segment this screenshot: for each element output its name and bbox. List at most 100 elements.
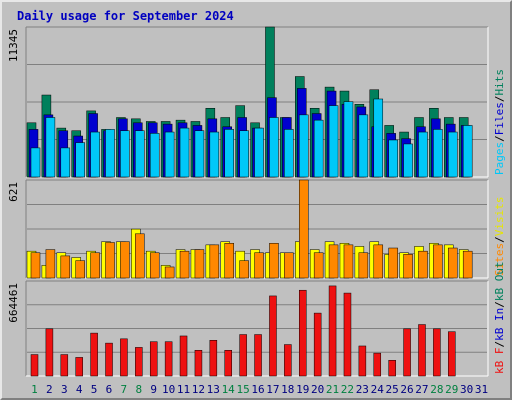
bar-sites-day-6 — [105, 242, 115, 279]
legend-sites: Sites — [493, 243, 506, 276]
legend-visits: Visits — [493, 197, 506, 237]
x-tick-label-3: 3 — [61, 383, 68, 396]
x-tick-label-9: 9 — [150, 383, 157, 396]
bar-sites-day-25 — [388, 247, 398, 279]
bar-kb-f-day-19 — [299, 289, 307, 377]
legend-kb-f: kB F — [493, 348, 506, 375]
bar-kb-f-day-24 — [373, 352, 382, 377]
bar-pages-day-29 — [448, 131, 458, 178]
bar-pages-day-30 — [462, 125, 473, 178]
bar-sites-day-26 — [403, 254, 413, 279]
x-tick-label-7: 7 — [121, 383, 128, 396]
x-tick-label-4: 4 — [76, 383, 83, 396]
x-tick-label-1: 1 — [31, 383, 38, 396]
bar-kb-f-day-18 — [284, 344, 292, 377]
bar-pages-day-28 — [433, 129, 443, 178]
bar-pages-day-25 — [388, 139, 398, 178]
legend-hits: Hits — [493, 69, 506, 96]
bar-sites-day-1 — [30, 252, 41, 279]
bar-sites-day-29 — [448, 247, 458, 279]
bar-sites-day-12 — [194, 249, 205, 279]
bar-kb-f-day-8 — [135, 347, 143, 377]
bar-kb-f-day-11 — [179, 335, 188, 377]
bar-kb-f-day-2 — [45, 328, 54, 377]
bar-kb-f-day-1 — [30, 354, 39, 377]
bar-pages-day-12 — [194, 130, 205, 178]
x-tick-label-27: 27 — [415, 383, 428, 396]
x-tick-label-28: 28 — [430, 383, 443, 396]
bar-kb-f-day-26 — [403, 328, 411, 377]
bar-sites-day-13 — [209, 244, 220, 279]
bar-pages-day-4 — [75, 142, 85, 178]
bar-pages-day-26 — [403, 143, 413, 178]
legend-kb-in: kB In — [493, 308, 506, 341]
x-tick-label-20: 20 — [311, 383, 324, 396]
legend: kB F/kB In/kB Out — [493, 261, 506, 374]
chart-title: Daily usage for September 2024 — [17, 9, 234, 23]
bar-kb-f-day-15 — [239, 334, 247, 377]
bar-sites-day-18 — [284, 252, 294, 279]
bar-kb-f-day-21 — [328, 285, 337, 377]
bar-sites-day-5 — [90, 252, 100, 279]
bar-kb-f-day-25 — [388, 360, 396, 377]
bar-pages-day-14 — [224, 129, 234, 178]
bar-pages-day-18 — [284, 129, 294, 178]
bar-kb-f-day-20 — [313, 312, 322, 377]
bar-sites-day-21 — [328, 244, 339, 279]
x-tick-label-8: 8 — [135, 383, 142, 396]
bar-kb-f-day-27 — [418, 324, 426, 377]
legend-separator: / — [493, 341, 506, 348]
bar-pages-day-3 — [60, 147, 71, 178]
bar-pages-day-24 — [373, 98, 384, 178]
bar-kb-f-day-29 — [448, 331, 456, 377]
legend-separator: / — [493, 96, 506, 103]
bar-pages-day-21 — [328, 105, 339, 178]
bar-sites-day-14 — [224, 243, 234, 279]
bar-sites-day-10 — [164, 266, 175, 279]
y-max-label: 664461 — [7, 283, 20, 323]
bar-pages-day-27 — [418, 131, 428, 178]
bar-sites-day-8 — [135, 233, 145, 279]
legend-kb-out: kB Out — [493, 261, 506, 301]
bar-kb-f-day-4 — [75, 357, 83, 377]
bar-sites-day-15 — [239, 260, 249, 279]
bar-sites-day-19 — [299, 179, 309, 279]
x-tick-label-29: 29 — [445, 383, 458, 396]
bar-sites-day-16 — [254, 252, 264, 279]
bar-kb-f-day-23 — [358, 345, 367, 377]
bar-kb-f-day-10 — [164, 341, 173, 377]
bar-sites-day-7 — [120, 241, 130, 279]
x-tick-label-30: 30 — [460, 383, 473, 396]
legend-files: Files — [493, 102, 506, 135]
x-tick-label-2: 2 — [46, 383, 53, 396]
bar-pages-day-8 — [135, 130, 145, 178]
bar-pages-day-16 — [254, 127, 264, 178]
x-tick-label-13: 13 — [207, 383, 220, 396]
x-tick-label-6: 6 — [106, 383, 113, 396]
x-tick-label-5: 5 — [91, 383, 98, 396]
bar-pages-day-20 — [313, 119, 324, 178]
bar-sites-day-17 — [269, 243, 279, 279]
bar-kb-f-day-3 — [60, 354, 69, 377]
x-tick-label-26: 26 — [400, 383, 413, 396]
bar-pages-day-9 — [149, 133, 160, 178]
x-tick-label-12: 12 — [192, 383, 205, 396]
bar-pages-day-15 — [239, 130, 249, 178]
bar-sites-day-9 — [149, 252, 160, 279]
bar-pages-day-19 — [299, 114, 309, 178]
x-tick-label-14: 14 — [222, 383, 236, 396]
bar-pages-day-6 — [105, 129, 115, 178]
x-tick-label-10: 10 — [162, 383, 175, 396]
x-tick-label-23: 23 — [356, 383, 369, 396]
bar-kb-f-day-28 — [433, 328, 441, 377]
bar-sites-day-3 — [60, 255, 71, 279]
bar-sites-day-30 — [462, 250, 473, 279]
bar-sites-day-27 — [418, 250, 428, 279]
bar-kb-f-day-13 — [209, 340, 218, 377]
x-tick-label-19: 19 — [296, 383, 309, 396]
bar-pages-day-22 — [343, 101, 354, 178]
x-tick-label-22: 22 — [341, 383, 354, 396]
bar-pages-day-11 — [179, 127, 190, 178]
